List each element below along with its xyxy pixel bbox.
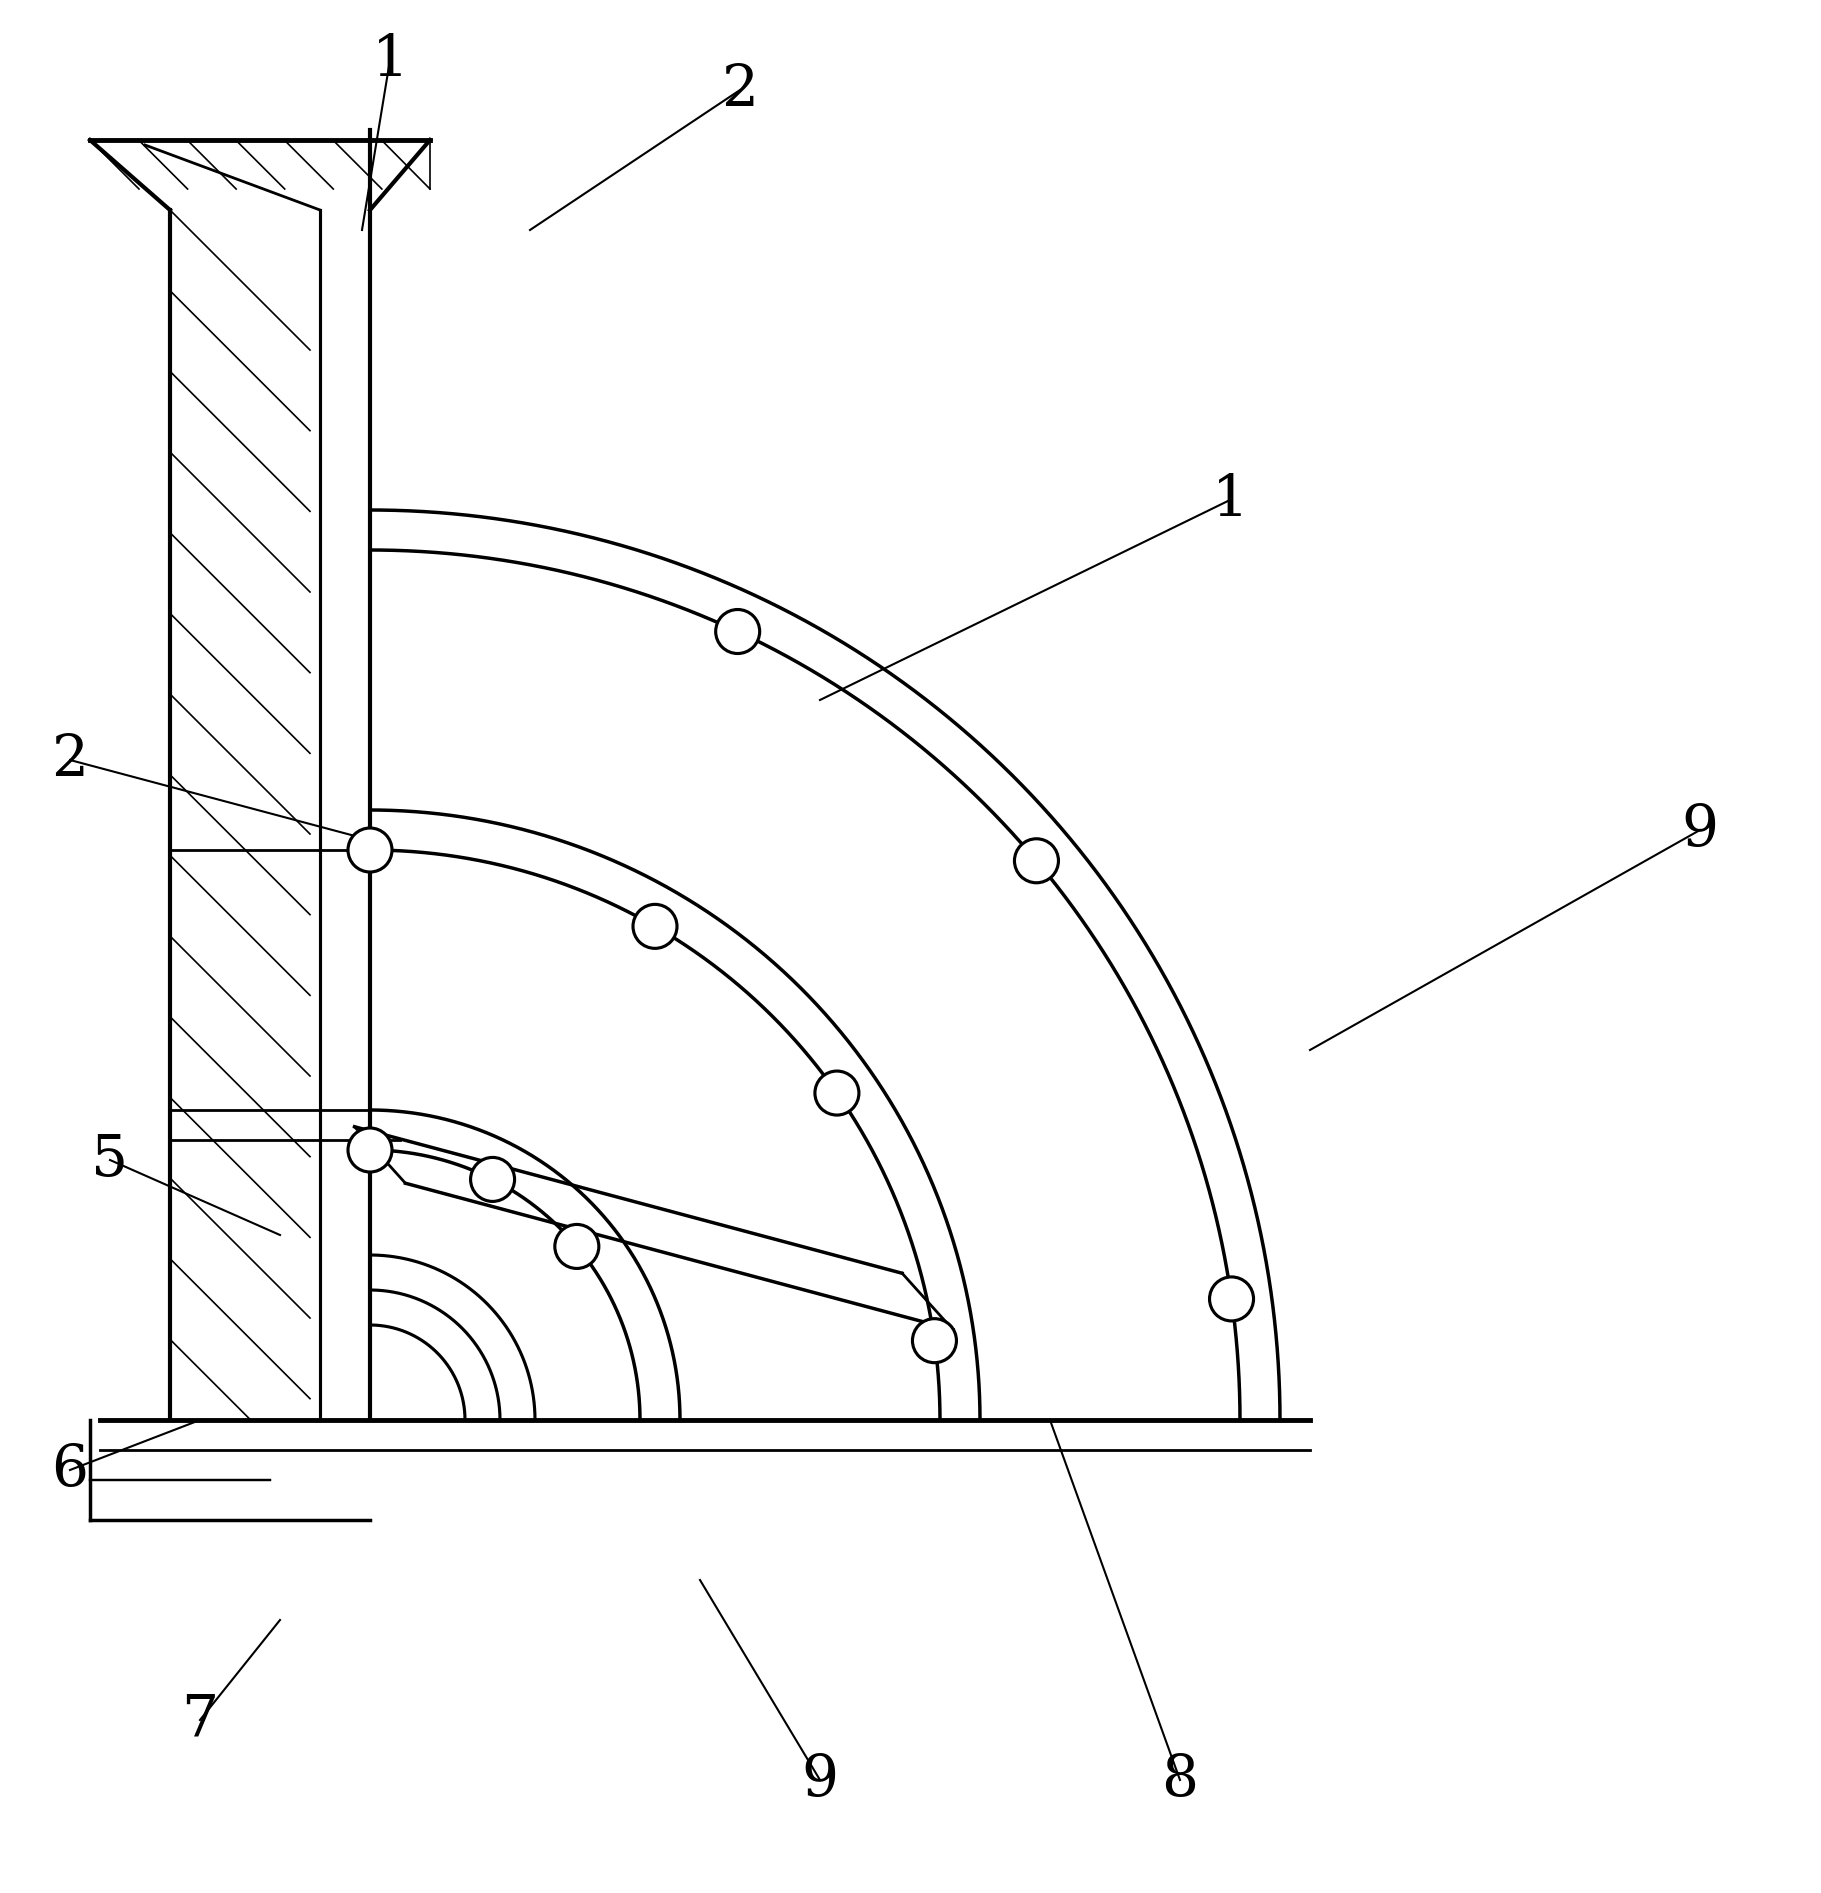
Text: 1: 1 xyxy=(1211,471,1249,528)
Circle shape xyxy=(634,905,677,948)
Text: 7: 7 xyxy=(182,1692,219,1747)
Circle shape xyxy=(555,1225,599,1268)
Text: 9: 9 xyxy=(801,1753,838,1808)
Circle shape xyxy=(1209,1278,1253,1321)
Circle shape xyxy=(716,610,759,653)
Text: 1: 1 xyxy=(371,32,408,87)
Text: 6: 6 xyxy=(51,1442,89,1497)
Text: 2: 2 xyxy=(51,733,89,787)
Text: 9: 9 xyxy=(1681,803,1719,858)
Circle shape xyxy=(348,1128,392,1172)
Text: 8: 8 xyxy=(1162,1753,1198,1808)
Circle shape xyxy=(1014,839,1058,882)
Text: 5: 5 xyxy=(91,1132,129,1189)
Text: 2: 2 xyxy=(721,62,759,117)
Circle shape xyxy=(348,827,392,873)
Circle shape xyxy=(470,1157,515,1202)
Circle shape xyxy=(912,1319,956,1363)
Circle shape xyxy=(816,1071,860,1115)
